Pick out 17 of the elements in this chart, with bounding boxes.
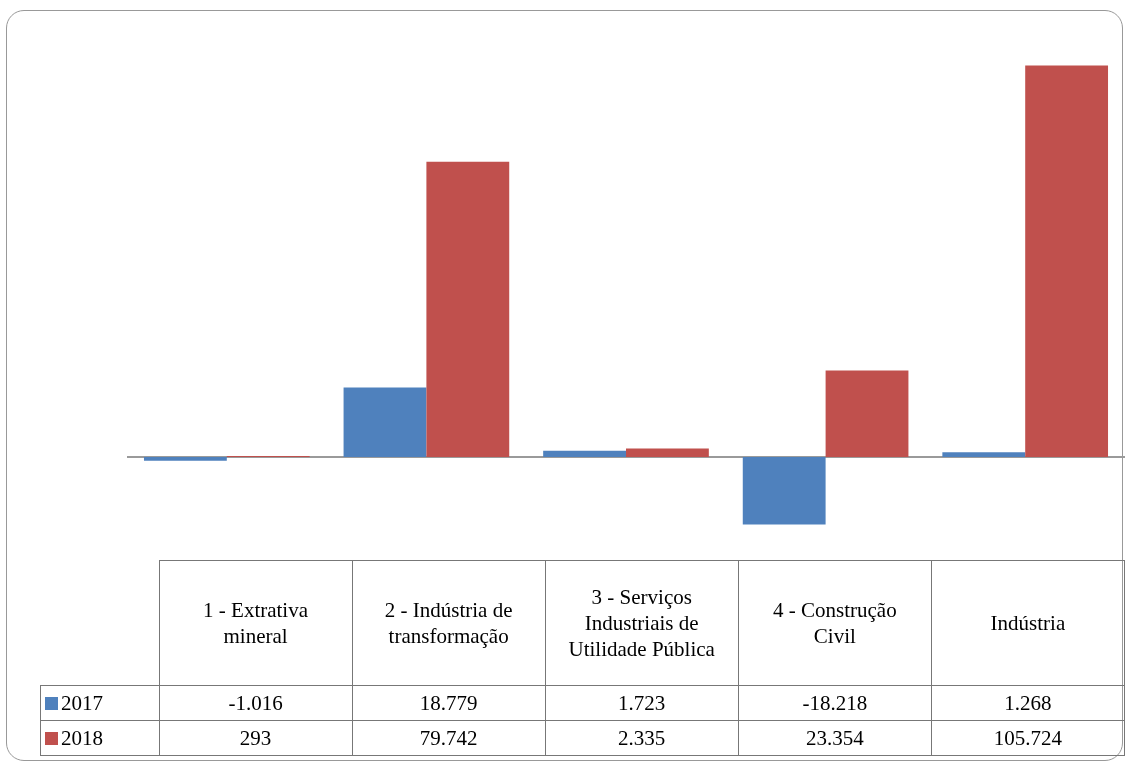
data-label: 18.779 xyxy=(352,685,546,721)
x-tick-label: 3 - Serviços Industriais de Utilidade Pública xyxy=(545,560,739,686)
x-tick-label: 4 - Construção Civil xyxy=(738,560,932,686)
legend-label: 2018 xyxy=(40,720,159,756)
data-label: 1.723 xyxy=(545,685,739,721)
data-label: -1.016 xyxy=(159,685,353,721)
data-label: 1.268 xyxy=(931,685,1125,721)
data-label: -18.218 xyxy=(738,685,932,721)
data-label: 79.742 xyxy=(352,720,546,756)
x-tick-label: 2 - Indústria de transformação xyxy=(352,560,546,686)
data-label: 293 xyxy=(159,720,353,756)
data-label: 23.354 xyxy=(738,720,932,756)
data-label: 2.335 xyxy=(545,720,739,756)
x-tick-label: Indústria xyxy=(931,560,1125,686)
x-tick-label: 1 - Extrativa mineral xyxy=(159,560,353,686)
legend-label: 2017 xyxy=(40,685,159,721)
data-label: 105.724 xyxy=(931,720,1125,756)
